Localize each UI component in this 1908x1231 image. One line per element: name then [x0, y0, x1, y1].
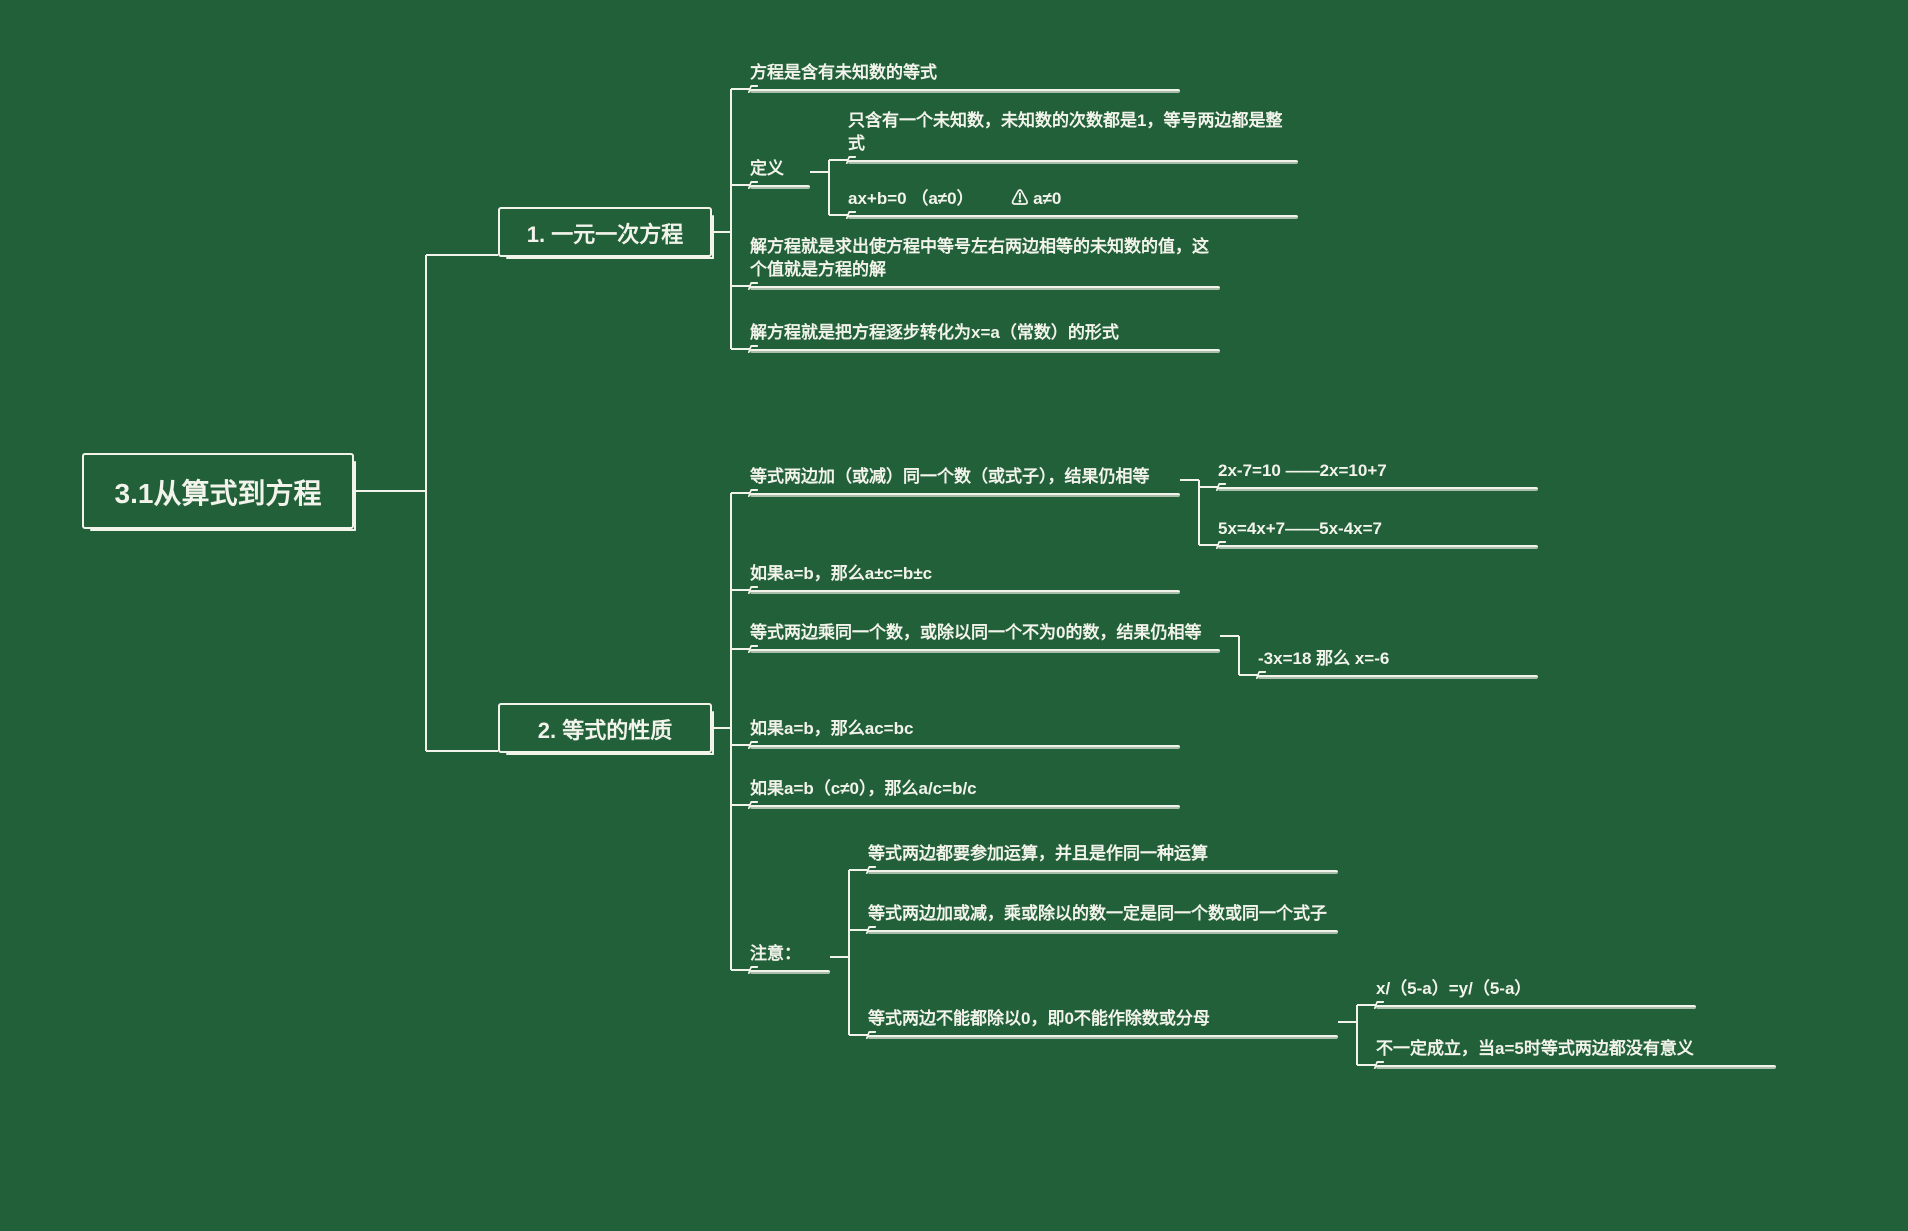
node-2-0-0: 2x-7=10 ——2x=10+7 [1218, 460, 1538, 489]
branch-2-label: 2. 等式的性质 [538, 713, 672, 745]
root-label: 3.1从算式到方程 [115, 472, 322, 512]
node-2-5-1: 等式两边加或减，乘或除以的数一定是同一个数或同一个式子 [868, 903, 1338, 932]
node-1-1-0: 只含有一个未知数，未知数的次数都是1，等号两边都是整式 [848, 110, 1298, 162]
node-2-2: 等式两边乘同一个数，或除以同一个不为0的数，结果仍相等 [750, 622, 1220, 651]
node-2-3: 如果a=b，那么ac=bc [750, 718, 1180, 747]
node-1-2: 解方程就是求出使方程中等号左右两边相等的未知数的值，这个值就是方程的解 [750, 236, 1220, 288]
node-2-5-2-1: 不一定成立，当a=5时等式两边都没有意义 [1376, 1038, 1776, 1067]
node-2-5-2: 等式两边不能都除以0，即0不能作除数或分母 [868, 1008, 1338, 1037]
branch-1-label: 1. 一元一次方程 [527, 217, 683, 249]
node-2-0-1: 5x=4x+7——5x-4x=7 [1218, 518, 1538, 547]
node-2-0: 等式两边加（或减）同一个数（或式子），结果仍相等 [750, 466, 1180, 495]
node-2-5-0: 等式两边都要参加运算，并且是作同一种运算 [868, 843, 1338, 872]
node-2-5: 注意： [750, 943, 830, 972]
node-1-1-1: ax+b=0 （a≠0） ⚠ a≠0 [848, 188, 1298, 217]
node-2-5-2-0: x/（5-a）=y/（5-a） [1376, 978, 1696, 1007]
node-2-2-0: -3x=18 那么 x=-6 [1258, 648, 1538, 677]
node-1-0: 方程是含有未知数的等式 [750, 62, 1180, 91]
node-1-3: 解方程就是把方程逐步转化为x=a（常数）的形式 [750, 322, 1220, 351]
branch-2: 2. 等式的性质 [498, 703, 712, 753]
node-2-4: 如果a=b（c≠0），那么a/c=b/c [750, 778, 1180, 807]
mindmap-canvas: 3.1从算式到方程 1. 一元一次方程 2. 等式的性质 方程是含有未知数的等式… [0, 0, 1908, 1231]
root-node: 3.1从算式到方程 [82, 453, 354, 529]
node-2-1: 如果a=b，那么a±c=b±c [750, 563, 1180, 592]
node-1-1: 定义 [750, 158, 810, 187]
warning-icon: ⚠ [1011, 189, 1028, 208]
branch-1: 1. 一元一次方程 [498, 207, 712, 257]
